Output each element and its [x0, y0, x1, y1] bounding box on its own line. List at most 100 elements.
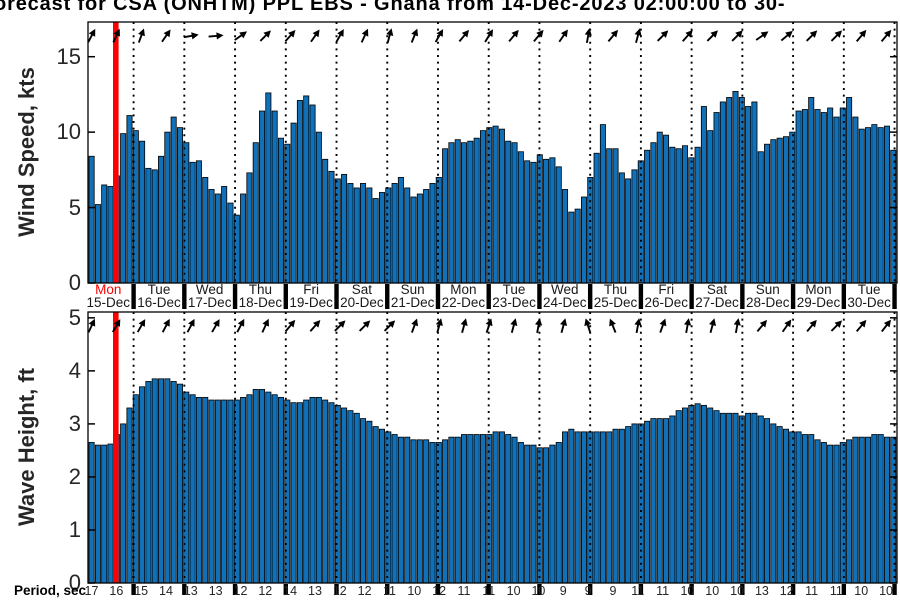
wave_height-direction-arrow-icon — [684, 318, 692, 334]
wave_height-bar — [315, 396, 322, 584]
wave_height-bar — [347, 410, 354, 584]
wave_height-bar — [745, 412, 752, 584]
wind_speed-bar — [871, 124, 878, 284]
wind_speed-bar — [195, 160, 202, 284]
wave_height-bar — [782, 428, 789, 584]
wave_height-direction-arrow-icon — [186, 318, 195, 333]
wind_speed-direction-arrow-icon — [183, 32, 199, 40]
wave_height-bar — [423, 439, 430, 584]
wave_height-direction-arrow-icon — [830, 320, 843, 332]
day-date: 19-Dec — [289, 294, 333, 310]
day-label: Thu 25-Dec — [589, 283, 643, 309]
wind_speed-bar — [208, 189, 215, 284]
wave_height-bar — [416, 439, 423, 584]
wave_height-bar — [189, 394, 196, 584]
day-boundary-tick — [537, 584, 542, 595]
wave_height-bar — [397, 436, 404, 584]
wind_speed-direction-arrow-icon — [706, 30, 718, 42]
wind_speed-direction-arrow-icon — [284, 30, 296, 42]
wind_speed-bar — [429, 183, 436, 284]
wave_height-ytick-label: 0 — [68, 570, 81, 595]
wave_height-bar — [208, 399, 215, 584]
wave_height-bar — [675, 410, 682, 584]
wind_speed-bar — [189, 161, 196, 284]
wave_height-bar — [618, 428, 625, 584]
wave_height-bar — [366, 420, 373, 584]
wave_height-bar — [435, 442, 442, 584]
wave_height-bar — [517, 442, 524, 584]
wind_speed-direction-arrow-icon — [830, 30, 843, 42]
wind_speed-bar — [461, 142, 468, 284]
wave_height-bar — [120, 423, 127, 584]
wind_speed-bar — [890, 149, 897, 284]
wave_height-direction-arrow-icon — [211, 319, 220, 333]
day-date: 17-Dec — [187, 294, 232, 310]
wind_speed-bar — [423, 189, 430, 284]
wave_height-bar — [757, 415, 764, 584]
wind_speed-bar — [353, 187, 360, 284]
wind_speed-bar — [770, 139, 777, 284]
wave_height-direction-arrow-icon — [709, 318, 717, 334]
wind_speed-bar — [530, 161, 537, 284]
day-date: 29-Dec — [796, 294, 841, 310]
wind_speed-bar — [360, 183, 367, 284]
period-value: 12 — [332, 584, 347, 598]
day-name: Mon — [95, 282, 122, 297]
wind_speed-bar — [865, 127, 872, 284]
wind_speed-ytick-label: 0 — [68, 270, 81, 295]
wave_height-direction-arrow-icon — [460, 318, 468, 334]
period-value: 9 — [609, 584, 617, 598]
wind_speed-bar — [410, 196, 417, 284]
wind_speed-bar — [404, 187, 411, 284]
wave_height-bar — [259, 389, 266, 584]
wind_speed-bar — [240, 193, 247, 284]
day-date: 16-Dec — [137, 294, 181, 310]
day-date: 24-Dec — [543, 294, 587, 310]
period-value: 10 — [531, 584, 546, 598]
wave_height-bar — [524, 444, 531, 584]
wind_speed-bar — [732, 91, 739, 284]
day-boundary-tick — [689, 584, 694, 595]
wind_speed-bar — [656, 131, 663, 284]
wind_speed-bar — [416, 193, 423, 284]
day-boundary-tick — [841, 584, 847, 595]
wind_speed-bar — [555, 166, 562, 284]
wave_height-bar — [877, 434, 884, 584]
wind_speed-bar — [303, 95, 310, 284]
day-label: Fri 19-Dec — [284, 283, 338, 309]
wind_speed-direction-arrow-icon — [335, 29, 344, 43]
period-value: 16 — [109, 584, 124, 598]
wave_height-bar — [764, 418, 771, 584]
wind_speed-bar — [372, 198, 379, 284]
wind_speed-bar — [574, 208, 581, 284]
wave_height-bar — [360, 418, 367, 584]
wave_height-bar — [625, 426, 632, 584]
wave_height-axes-box — [87, 311, 898, 584]
wind_speed-direction-arrow-icon — [656, 30, 669, 42]
wave_height-direction-arrow-icon — [411, 318, 419, 333]
wave_height-bar — [536, 447, 543, 584]
period-value: 11 — [457, 584, 471, 598]
wave_height-direction-arrow-icon — [733, 318, 741, 334]
wave_height-direction-arrow-icon — [383, 320, 396, 332]
period-value: 14 — [283, 584, 298, 598]
wind_speed-direction-arrow-icon — [533, 29, 544, 42]
day-label: Sat 20-Dec — [335, 283, 389, 309]
period-value: 10 — [680, 584, 695, 598]
day-date: 20-Dec — [340, 294, 384, 310]
period-value: 10 — [506, 584, 521, 598]
period-value: 11 — [382, 584, 396, 598]
wave_height-bar — [574, 431, 581, 584]
wave_height-bar — [726, 412, 733, 584]
figure-title: orecast for CSA (ONHTM) PPL EBS - Ghana … — [0, 0, 786, 15]
wave_height-bar — [94, 444, 101, 584]
wave_height-bar — [827, 444, 834, 584]
wind_speed-bar — [713, 112, 720, 284]
period-value: 15 — [134, 584, 149, 598]
wind_speed-bar — [505, 140, 512, 284]
wind_speed-bar — [271, 110, 278, 284]
wave_height-bar — [145, 381, 152, 584]
wave_height-ytick-label: 1 — [68, 516, 81, 542]
wind_speed-direction-arrow-icon — [434, 29, 444, 43]
day-date: 23-Dec — [492, 294, 536, 310]
